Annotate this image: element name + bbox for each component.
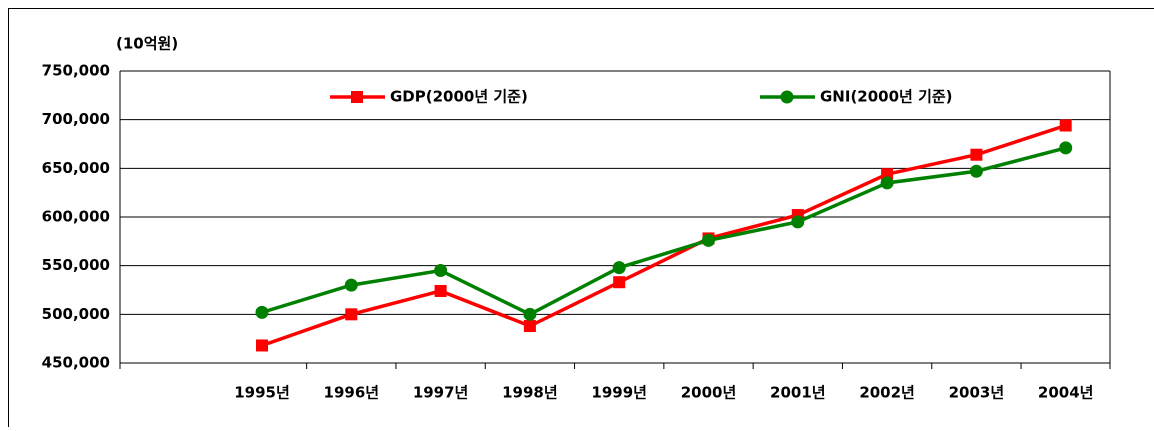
x-tick-label: 2003년 [949,384,1005,402]
x-tick-label: 2002년 [859,384,915,402]
y-unit-label: (10억원) [116,35,178,53]
data-point [256,339,268,351]
x-tick-label: 1998년 [502,384,558,402]
y-tick-label: 700,000 [42,110,110,128]
data-point [434,264,447,277]
data-point [256,306,269,319]
data-point [970,165,983,178]
data-point [345,279,358,292]
y-tick-label: 450,000 [42,354,110,372]
data-point [970,149,982,161]
series-line [262,126,1066,346]
x-tick-label: 2004년 [1038,384,1094,402]
data-point [345,308,357,320]
data-point [791,215,804,228]
data-point [702,234,715,247]
x-tick-label: 1999년 [591,384,647,402]
y-tick-label: 600,000 [42,208,110,226]
x-tick-label: 2001년 [770,384,826,402]
y-tick-label: 500,000 [42,305,110,323]
legend-marker [781,91,794,104]
legend-marker [351,91,363,103]
legend-label: GDP(2000년 기준) [390,88,528,106]
legend-label: GNI(2000년 기준) [820,88,953,106]
x-tick-label: 1995년 [234,384,290,402]
data-point [1060,120,1072,132]
data-point [523,308,536,321]
series-line [262,148,1066,314]
data-point [881,176,894,189]
y-tick-label: 750,000 [42,62,110,80]
x-tick-label: 2000년 [681,384,737,402]
data-point [613,261,626,274]
data-point [1059,141,1072,154]
x-tick-label: 1996년 [324,384,380,402]
y-tick-label: 550,000 [42,256,110,274]
data-point [613,276,625,288]
y-tick-label: 650,000 [42,159,110,177]
data-point [524,320,536,332]
x-tick-label: 1997년 [413,384,469,402]
data-point [435,285,447,297]
